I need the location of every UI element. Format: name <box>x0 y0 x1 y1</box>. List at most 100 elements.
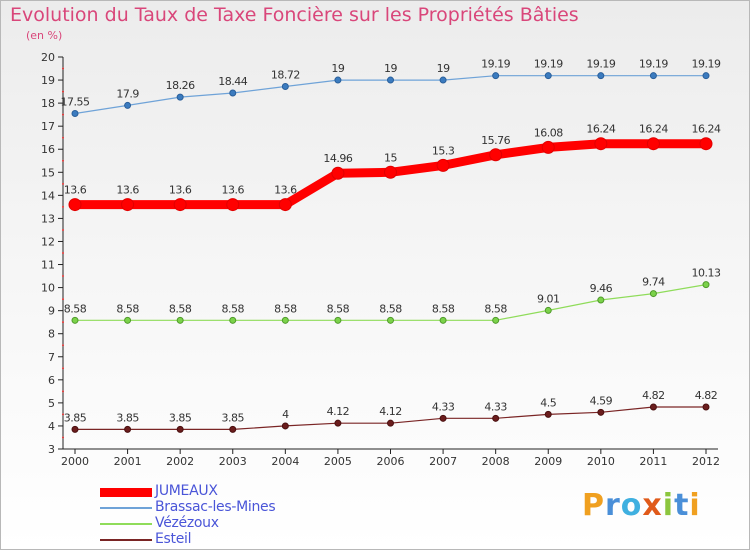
data-point <box>71 316 79 324</box>
data-label: 15.3 <box>432 144 455 157</box>
data-label: 13.6 <box>169 184 192 197</box>
y-tick-label: 11 <box>41 259 55 272</box>
y-minor-dot <box>62 113 64 116</box>
data-point <box>176 316 184 324</box>
data-label: 4.33 <box>432 400 455 413</box>
data-label: 14.96 <box>323 152 352 165</box>
data-label: 19.19 <box>534 58 563 71</box>
data-labels-layer: 13.6 13.6 13.6 13.6 13.6 14.96 15 15.3 15.76 16.0… <box>61 58 722 425</box>
data-label: 3.85 <box>64 411 87 424</box>
data-point <box>334 316 342 324</box>
y-minor-dot <box>62 67 64 70</box>
data-label: 13.6 <box>274 184 297 197</box>
data-point <box>597 296 605 304</box>
data-label: 8.58 <box>379 302 402 315</box>
data-point <box>281 83 289 91</box>
y-minor-dot <box>62 321 64 324</box>
data-label: 13.6 <box>64 184 87 197</box>
y-minor-dot <box>62 344 64 347</box>
data-label: 17.9 <box>116 87 139 100</box>
chart-axes: 3 4 5 6 7 8 9 10 11 12 13 14 15 16 17 18 19 20 2000 2001 200… <box>41 51 720 468</box>
y-tick-label: 19 <box>41 74 55 87</box>
data-point <box>699 137 713 151</box>
data-label: 19 <box>384 62 397 75</box>
data-point <box>387 316 394 324</box>
data-point <box>492 72 500 80</box>
data-point <box>331 166 345 180</box>
y-tick-label: 7 <box>48 351 55 364</box>
data-label: 8.58 <box>64 302 87 315</box>
data-label: 3.85 <box>116 411 139 424</box>
data-label: 4.12 <box>327 405 350 418</box>
data-point <box>544 306 552 314</box>
data-label: 18.26 <box>166 79 195 92</box>
y-minor-dot <box>62 275 64 278</box>
x-tick-label: 2010 <box>587 455 615 468</box>
y-minor-dot <box>62 90 64 93</box>
data-label: 19 <box>331 62 344 75</box>
x-tick-label: 2011 <box>639 455 667 468</box>
x-tick-label: 2002 <box>166 455 194 468</box>
data-point <box>176 93 184 101</box>
data-point <box>594 137 608 151</box>
data-label: 4.33 <box>484 400 507 413</box>
chart-title: Evolution du Taux de Taxe Foncière sur l… <box>10 4 579 26</box>
data-point <box>281 422 289 430</box>
data-point <box>702 281 710 289</box>
y-tick-label: 16 <box>41 143 55 156</box>
legend-label: Esteil <box>155 531 192 547</box>
data-label: 16.24 <box>692 123 721 136</box>
proxiti-logo: Proxiti <box>582 488 701 523</box>
x-tick-label: 2009 <box>534 455 562 468</box>
y-tick-label: 10 <box>41 282 55 295</box>
data-point <box>492 316 500 324</box>
data-point <box>649 290 657 298</box>
data-label: 4.82 <box>642 389 665 402</box>
data-point <box>124 101 132 109</box>
x-tick-label: 2000 <box>61 455 89 468</box>
y-tick-label: 14 <box>41 189 55 202</box>
y-tick-label: 9 <box>48 305 55 318</box>
y-tick-label: 20 <box>41 51 55 64</box>
legend-swatch <box>100 507 152 509</box>
data-label: 18.72 <box>271 69 300 82</box>
y-tick-label: 17 <box>41 120 55 133</box>
data-point <box>121 198 135 212</box>
data-label: 4.82 <box>695 389 718 402</box>
data-point <box>436 158 450 172</box>
y-minor-dot <box>62 205 64 208</box>
y-minor-dot <box>62 298 64 301</box>
data-point <box>489 148 503 162</box>
data-point <box>173 198 187 212</box>
x-tick-label: 2001 <box>114 455 142 468</box>
data-point <box>649 403 657 411</box>
x-tick-label: 2003 <box>219 455 247 468</box>
legend-label: Vézézoux <box>155 515 219 531</box>
y-minor-dot <box>62 252 64 254</box>
data-label: 9.01 <box>537 292 560 305</box>
x-tick-label: 2006 <box>377 455 405 468</box>
data-label: 3.85 <box>222 411 245 424</box>
data-label: 19.19 <box>692 58 721 71</box>
x-tick-label: 2008 <box>482 455 510 468</box>
data-point <box>71 425 79 433</box>
data-label: 8.58 <box>169 302 192 315</box>
data-point <box>71 109 79 117</box>
data-point <box>384 165 397 179</box>
legend-label: JUMEAUX <box>155 483 218 499</box>
y-minor-dot <box>62 228 64 231</box>
data-label: 19.19 <box>586 58 615 71</box>
data-point <box>439 316 447 324</box>
data-label: 13.6 <box>222 184 245 197</box>
data-label: 8.58 <box>327 302 350 315</box>
data-point <box>124 425 132 433</box>
data-label: 4.59 <box>590 394 613 407</box>
data-label: 8.58 <box>116 302 139 315</box>
data-label: 18.44 <box>218 75 247 88</box>
data-label: 16.08 <box>534 126 563 139</box>
x-tick-label: 2004 <box>271 455 299 468</box>
data-label: 10.13 <box>692 267 721 280</box>
y-minor-dot <box>62 159 64 162</box>
y-tick-label: 15 <box>41 166 55 179</box>
